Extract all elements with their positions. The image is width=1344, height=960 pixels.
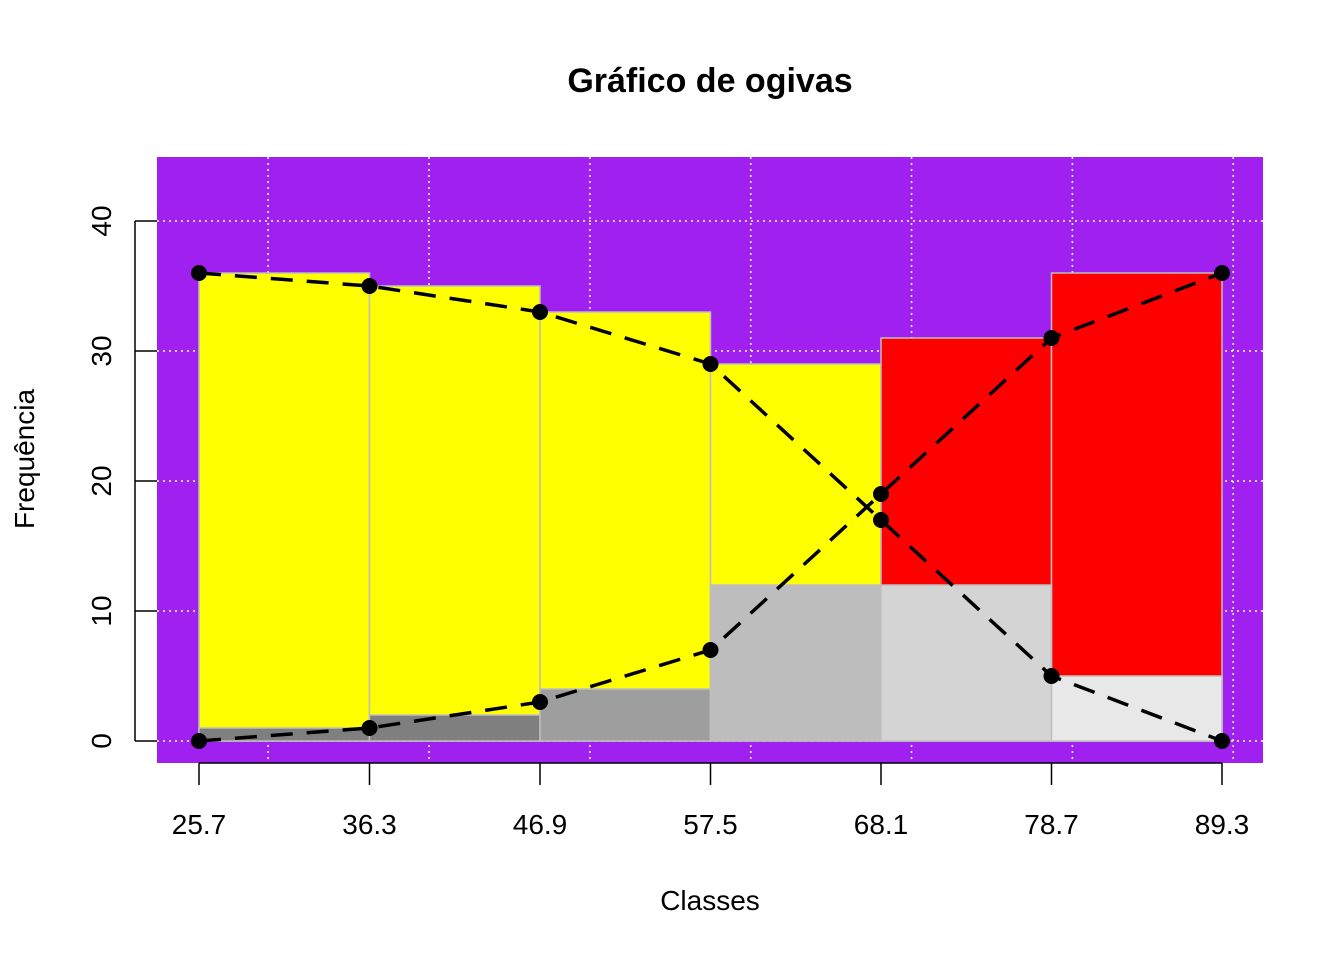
x-tick-label: 46.9 [513, 809, 568, 840]
y-axis-label: Frequência [9, 389, 40, 530]
ogive-point [702, 642, 719, 658]
y-tick-label: 20 [86, 465, 117, 496]
ogive-point [1214, 733, 1230, 749]
x-tick-label: 36.3 [342, 809, 397, 840]
y-tick-label: 0 [86, 733, 117, 749]
class-frequency-bar [709, 584, 882, 742]
y-axis: 0 10 20 30 40 [86, 205, 157, 749]
x-tick-label: 89.3 [1195, 809, 1250, 840]
ogive-point [1043, 330, 1060, 346]
ogive-point [1043, 668, 1060, 684]
ogive-point [532, 304, 548, 320]
ogive-point [191, 265, 207, 281]
ogive-point [873, 486, 889, 502]
y-tick-label: 10 [86, 595, 117, 626]
x-tick-label: 68.1 [854, 809, 909, 840]
y-tick-label: 40 [86, 205, 117, 236]
x-tick-label: 25.7 [172, 809, 227, 840]
x-tick-label: 78.7 [1024, 809, 1079, 840]
x-axis-label: Classes [660, 885, 760, 916]
class-frequency-bars [198, 584, 1223, 742]
ogive-point [1214, 265, 1230, 281]
chart-title: Gráfico de ogivas [567, 62, 852, 100]
ogive-point [532, 694, 548, 710]
x-axis: 25.7 36.3 46.9 57.5 68.1 78.7 89.3 [172, 762, 1250, 840]
class-frequency-bar [368, 714, 541, 742]
ogive-point [191, 733, 207, 749]
class-frequency-bar [880, 584, 1053, 742]
ogive-point [361, 278, 378, 294]
class-frequency-bar [539, 688, 712, 742]
ogive-points [191, 265, 1230, 749]
y-tick-label: 30 [86, 335, 117, 366]
less-than-bar [1050, 272, 1223, 742]
greater-than-bar [368, 285, 541, 742]
x-tick-label: 57.5 [683, 809, 738, 840]
ogive-point [702, 356, 719, 372]
greater-than-bar [539, 311, 712, 742]
ogive-point [361, 720, 378, 736]
greater-than-bar [198, 272, 371, 742]
ogive-point [873, 512, 889, 528]
